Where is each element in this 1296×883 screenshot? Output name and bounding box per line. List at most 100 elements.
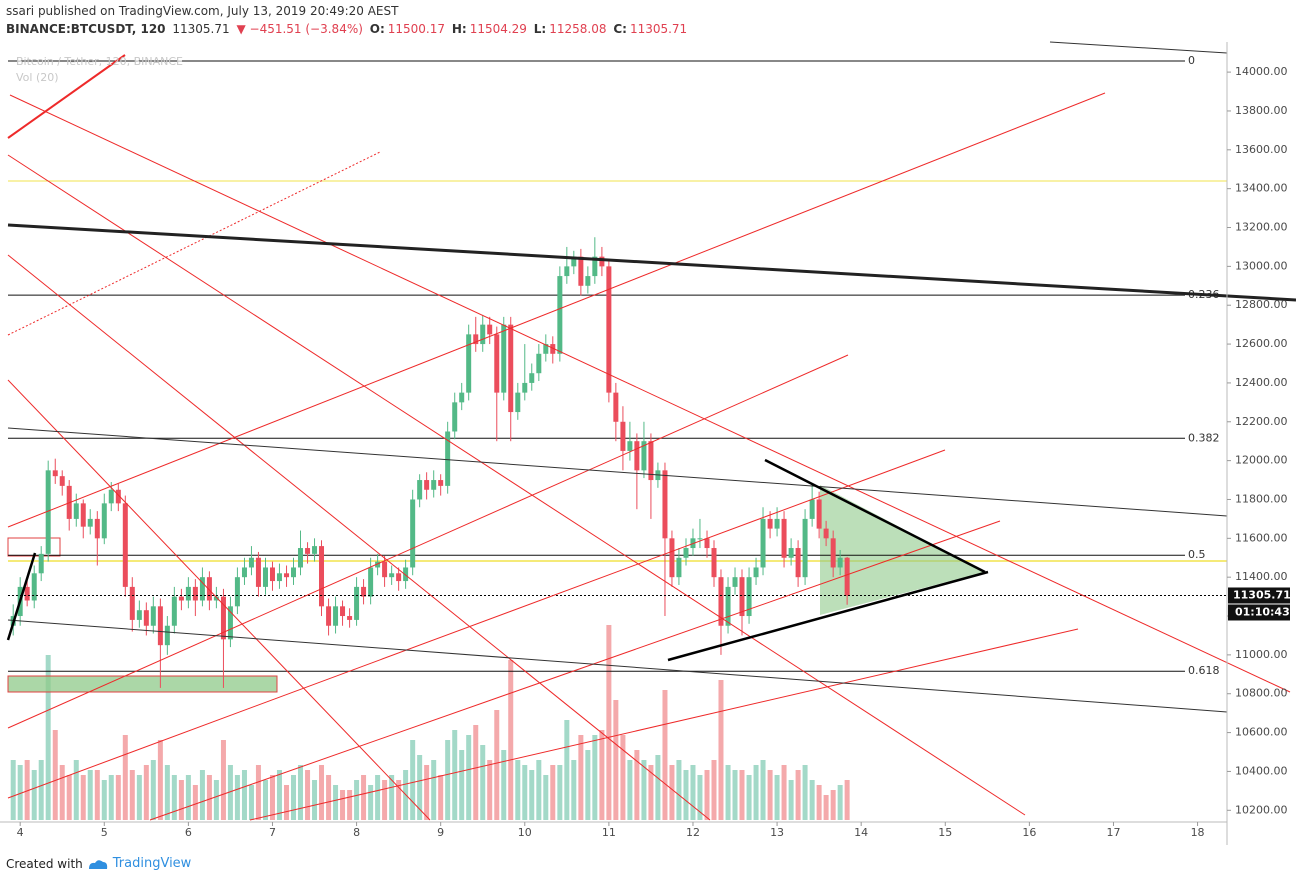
volume-bar bbox=[501, 750, 507, 820]
fib-label: 0.618 bbox=[1188, 664, 1220, 677]
candle-body bbox=[52, 470, 58, 477]
candle-body bbox=[38, 553, 44, 574]
volume-bar bbox=[585, 750, 591, 820]
volume-bar bbox=[739, 770, 745, 820]
volume-bar bbox=[494, 710, 500, 820]
volume-bar bbox=[319, 765, 325, 820]
candle-body bbox=[466, 334, 472, 393]
symbol: BINANCE:BTCUSDT, 120 bbox=[6, 22, 166, 36]
volume-bar bbox=[262, 780, 268, 820]
candle-body bbox=[501, 324, 507, 393]
low-label: L: bbox=[533, 22, 547, 36]
volume-bar bbox=[431, 760, 437, 820]
volume-bar bbox=[389, 775, 395, 820]
candle-body bbox=[94, 518, 100, 539]
volume-bar bbox=[445, 740, 451, 820]
candle-body bbox=[269, 567, 275, 582]
candle-body bbox=[809, 499, 815, 519]
volume-bar bbox=[234, 775, 240, 820]
candle-body bbox=[508, 324, 514, 413]
trend-line bbox=[149, 520, 1001, 821]
candle-body bbox=[711, 548, 717, 578]
volume-bar bbox=[634, 750, 640, 820]
volume-bar bbox=[417, 755, 423, 820]
volume-bar bbox=[276, 770, 282, 820]
x-tick-label: 13 bbox=[770, 826, 784, 839]
candle-body bbox=[571, 256, 577, 267]
candle-body bbox=[431, 480, 437, 490]
volume-bar bbox=[24, 760, 30, 820]
volume-layer bbox=[10, 625, 850, 820]
candle-body bbox=[234, 577, 240, 607]
candle-body bbox=[87, 518, 93, 527]
trend-line bbox=[7, 54, 126, 139]
volume-bar bbox=[157, 740, 163, 820]
candle-body bbox=[227, 606, 233, 640]
y-tick-label: 13600.00 bbox=[1235, 143, 1288, 156]
candle-body bbox=[459, 392, 465, 403]
candle-body bbox=[697, 538, 703, 540]
candle-body bbox=[844, 557, 850, 596]
candle-body bbox=[599, 256, 605, 267]
volume-bar bbox=[648, 765, 654, 820]
candle-body bbox=[739, 577, 745, 617]
candle-body bbox=[774, 518, 780, 529]
x-tick-label: 10 bbox=[518, 826, 532, 839]
volume-bar bbox=[543, 775, 549, 820]
y-tick-label: 14000.00 bbox=[1235, 65, 1288, 78]
candle-body bbox=[150, 606, 156, 626]
volume-bar bbox=[704, 770, 710, 820]
volume-bar bbox=[718, 680, 724, 820]
candle-body bbox=[115, 489, 121, 504]
candle-body bbox=[767, 518, 773, 529]
candle-body bbox=[445, 431, 451, 486]
x-tick-label: 12 bbox=[686, 826, 700, 839]
candle-body bbox=[129, 586, 135, 620]
candle-body bbox=[557, 276, 563, 354]
x-tick-label: 16 bbox=[1022, 826, 1036, 839]
candle-body bbox=[522, 382, 528, 393]
volume-bar bbox=[101, 780, 107, 820]
brand[interactable]: TradingView bbox=[112, 856, 192, 871]
y-tick-label: 11600.00 bbox=[1235, 531, 1288, 544]
volume-bar bbox=[73, 760, 79, 820]
volume-bar bbox=[508, 660, 514, 820]
low: 11258.08 bbox=[549, 22, 607, 36]
candle-body bbox=[178, 596, 184, 601]
volume-bar bbox=[199, 770, 205, 820]
volume-bar bbox=[227, 765, 233, 820]
volume-bar bbox=[578, 735, 584, 820]
series-legend: Bitcoin / Tether, 120, BINANCE bbox=[16, 55, 183, 68]
candle-body bbox=[802, 518, 808, 578]
candle-body bbox=[606, 266, 612, 393]
volume-bar bbox=[459, 750, 465, 820]
candle-body bbox=[143, 610, 149, 626]
drawings bbox=[6, 41, 1296, 821]
volume-bar bbox=[746, 775, 752, 820]
volume-bar bbox=[94, 770, 100, 820]
candle-body bbox=[473, 334, 479, 345]
volume-bar bbox=[136, 775, 142, 820]
volume-bar bbox=[690, 765, 696, 820]
volume-bar bbox=[17, 765, 23, 820]
candle-body bbox=[795, 548, 801, 578]
volume-bar bbox=[115, 775, 121, 820]
candle-body bbox=[122, 503, 128, 587]
candle-body bbox=[220, 596, 226, 640]
volume-bar bbox=[620, 735, 626, 820]
trend-line bbox=[7, 223, 1296, 302]
y-tick-label: 12800.00 bbox=[1235, 298, 1288, 311]
volume-bar bbox=[711, 760, 717, 820]
volume-bar bbox=[192, 785, 198, 820]
trend-line bbox=[7, 354, 849, 729]
volume-bar bbox=[767, 770, 773, 820]
volume-bar bbox=[655, 755, 661, 820]
candle-body bbox=[375, 561, 381, 568]
volume-bar bbox=[396, 780, 402, 820]
candle-body bbox=[592, 256, 598, 277]
fib-label: 0 bbox=[1188, 54, 1195, 67]
candle-body bbox=[389, 573, 395, 578]
candle-body bbox=[410, 499, 416, 568]
candle-body bbox=[725, 586, 731, 626]
candle-body bbox=[543, 344, 549, 354]
